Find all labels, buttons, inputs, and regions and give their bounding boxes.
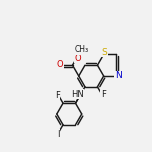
Text: I: I	[57, 130, 59, 139]
Text: F: F	[101, 90, 106, 99]
Text: F: F	[55, 91, 60, 100]
Text: N: N	[115, 71, 122, 81]
Text: O: O	[74, 54, 81, 63]
Text: HN: HN	[71, 90, 84, 99]
Text: O: O	[57, 60, 63, 69]
Text: S: S	[101, 48, 107, 57]
Text: CH₃: CH₃	[75, 45, 89, 54]
